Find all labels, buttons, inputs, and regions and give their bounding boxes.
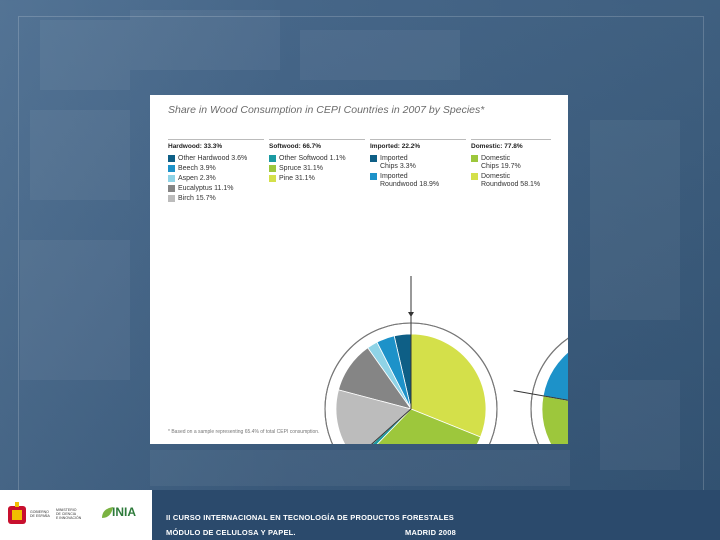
- legend-header-softwood: Softwood: 66.7%: [269, 143, 322, 150]
- background-shape: [150, 450, 570, 486]
- legend-item-softwood: Spruce 31.1%: [269, 165, 346, 173]
- government-line: GOBIERNO: [30, 510, 49, 514]
- legend-header-imported: Imported: 22.2%: [370, 143, 421, 150]
- legend-swatch: [471, 155, 478, 162]
- legend-swatch: [269, 155, 276, 162]
- legend-item-hardwood: Other Hardwood 3.6%: [168, 155, 247, 163]
- ministry-line: DE CIENCIA: [56, 512, 77, 516]
- legend-label: Pine 31.1%: [279, 175, 315, 182]
- legend-divider: [269, 139, 365, 140]
- pie-slice-left: [335, 389, 412, 444]
- legend-header-hardwood: Hardwood: 33.3%: [168, 143, 223, 150]
- footnote: * Based on a sample representing 65.4% o…: [168, 429, 320, 435]
- legend-label: Birch 15.7%: [178, 195, 216, 202]
- legend-label: Imported Chips 3.3%: [380, 155, 416, 170]
- legend-swatch: [168, 165, 175, 172]
- legend-label: Aspen 2.3%: [178, 175, 216, 182]
- legend-softwood: Softwood: 66.7% Other Softwood 1.1% Spruc…: [269, 143, 346, 185]
- chart-title: Share in Wood Consumption in CEPI Countr…: [168, 104, 485, 116]
- legend-label: Other Hardwood 3.6%: [178, 155, 248, 162]
- course-title: II CURSO INTERNACIONAL EN TECNOLOGÍA DE …: [166, 513, 454, 522]
- pie-slice-right: [542, 351, 568, 401]
- legend-label: Beech 3.9%: [178, 165, 216, 172]
- legend-imported: Imported: 22.2% Imported Chips 3.3% Impor…: [370, 143, 439, 191]
- legend-hardwood: Hardwood: 33.3% Other Hardwood 3.6% Beech…: [168, 143, 247, 205]
- module-title: MÓDULO DE CELULOSA Y PAPEL.: [166, 528, 296, 537]
- pie-slice-right: [541, 395, 568, 444]
- background-shape: [600, 380, 680, 470]
- legend-swatch: [269, 175, 276, 182]
- legend-item-hardwood: Eucalyptus 11.1%: [168, 185, 247, 193]
- legend-swatch: [168, 195, 175, 202]
- legend-swatch: [471, 173, 478, 180]
- legend-item-imported: Imported Chips 3.3%: [370, 155, 439, 171]
- legend-domestic: Domestic: 77.8% Domestic Chips 19.7% Dome…: [471, 143, 540, 191]
- legend-label: Eucalyptus 11.1%: [178, 185, 234, 192]
- legend-item-softwood: Pine 31.1%: [269, 175, 346, 183]
- arrowhead-icon: [408, 312, 414, 317]
- legend-swatch: [269, 165, 276, 172]
- legend-item-domestic: Domestic Chips 19.7%: [471, 155, 540, 171]
- legend-item-softwood: Other Softwood 1.1%: [269, 155, 346, 163]
- background-shape: [590, 120, 680, 320]
- legend-label: Imported Roundwood 18.9%: [380, 173, 440, 188]
- ministry-line: MINISTERIO: [56, 508, 77, 512]
- legend-swatch: [168, 185, 175, 192]
- inia-logo: INIA: [112, 505, 136, 519]
- legend-item-hardwood: Birch 15.7%: [168, 195, 247, 203]
- location-date: MADRID 2008: [405, 528, 456, 537]
- chart-canvas: [324, 276, 568, 444]
- legend-swatch: [168, 155, 175, 162]
- background-shape: [30, 110, 130, 200]
- legend-swatch: [370, 155, 377, 162]
- chart-card: Share in Wood Consumption in CEPI Countr…: [150, 95, 568, 444]
- pie-outer-ring: [530, 337, 568, 444]
- legend-swatch: [168, 175, 175, 182]
- inia-leaf-icon: [102, 507, 113, 518]
- divider-line-bottom-left: [371, 408, 412, 444]
- ministry-label: MINISTERIO DE CIENCIA E INNOVACIÓN: [56, 508, 81, 520]
- ministry-line: E INNOVACIÓN: [56, 516, 82, 520]
- spain-coat-of-arms-icon: [8, 502, 26, 524]
- background-shape: [20, 240, 130, 380]
- legend-label: Domestic Roundwood 58.1%: [481, 173, 541, 188]
- legend-item-hardwood: Aspen 2.3%: [168, 175, 247, 183]
- government-label: GOBIERNO DE ESPAÑA: [30, 510, 50, 518]
- background-shape: [130, 10, 280, 70]
- legend-item-hardwood: Beech 3.9%: [168, 165, 247, 173]
- legend-label: Other Softwood 1.1%: [279, 155, 346, 162]
- legend-divider: [471, 139, 551, 140]
- legend-divider: [168, 139, 264, 140]
- legend-divider: [370, 139, 466, 140]
- background-shape: [300, 30, 460, 80]
- legend-item-imported: Imported Roundwood 18.9%: [370, 173, 439, 189]
- logos-panel: GOBIERNO DE ESPAÑA MINISTERIO DE CIENCIA…: [0, 490, 152, 540]
- divider-line-left-right: [513, 390, 568, 401]
- legend-header-domestic: Domestic: 77.8%: [471, 143, 523, 150]
- background-shape: [40, 20, 130, 90]
- legend-swatch: [370, 173, 377, 180]
- legend-label: Spruce 31.1%: [279, 165, 323, 172]
- government-line: DE ESPAÑA: [30, 514, 50, 518]
- pie-slice-left: [410, 333, 487, 438]
- legend-label: Domestic Chips 19.7%: [481, 155, 521, 170]
- legend-item-domestic: Domestic Roundwood 58.1%: [471, 173, 540, 189]
